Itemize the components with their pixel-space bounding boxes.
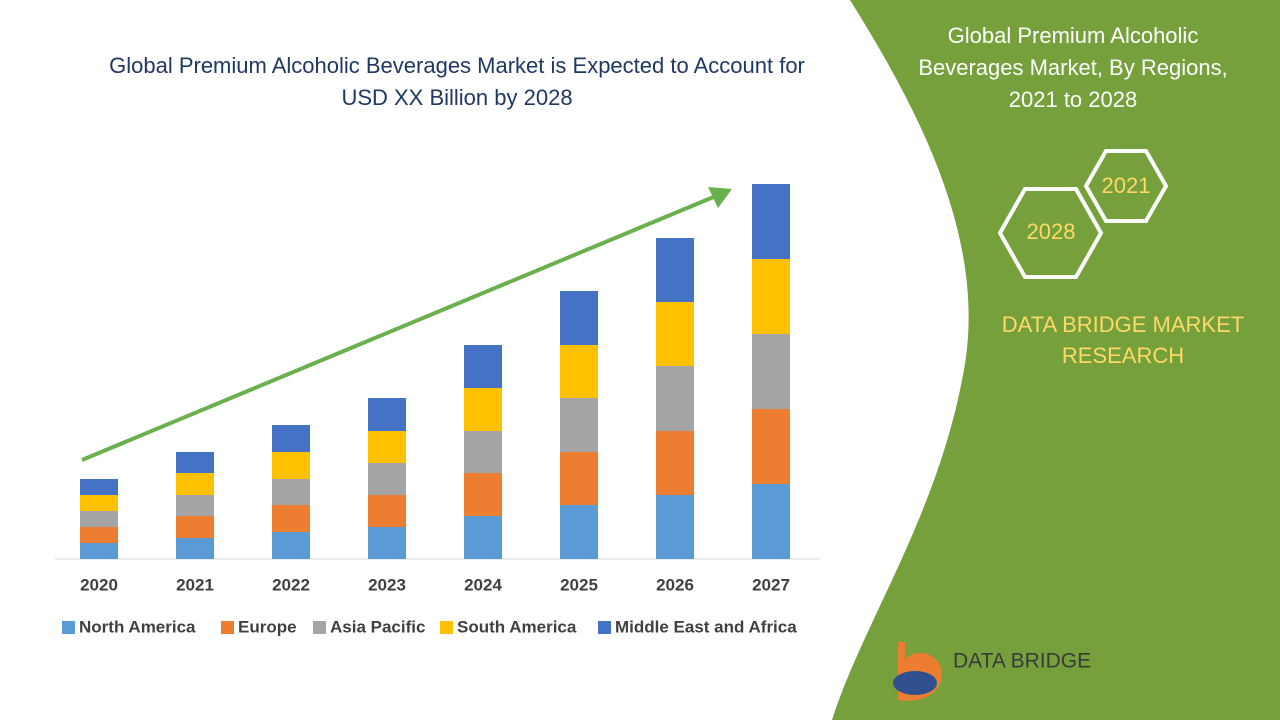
- bar-segment: [752, 409, 790, 484]
- legend-swatch: [598, 621, 611, 634]
- chart-title: USD XX Billion by 2028: [341, 85, 572, 110]
- bar-segment: [752, 184, 790, 259]
- bar-segment: [464, 345, 502, 388]
- x-tick-label: 2022: [272, 575, 310, 594]
- chart-title: Global Premium Alcoholic Beverages Marke…: [109, 53, 805, 78]
- bar-segment: [656, 366, 694, 431]
- bar-segment: [656, 495, 694, 559]
- bar-segment: [176, 516, 214, 538]
- bar-segment: [176, 495, 214, 516]
- bar-segment: [368, 527, 406, 559]
- bar-segment: [80, 527, 118, 543]
- legend-label: North America: [79, 617, 196, 636]
- hexagon: [997, 187, 1104, 279]
- bar-segment: [368, 431, 406, 463]
- x-tick-label: 2020: [80, 575, 118, 594]
- bar-segment: [464, 516, 502, 559]
- legend-swatch: [221, 621, 234, 634]
- x-tick-label: 2021: [176, 575, 214, 594]
- bar-segment: [560, 291, 598, 345]
- bar-segment: [272, 505, 310, 532]
- x-tick-label: 2025: [560, 575, 598, 594]
- legend-label: Middle East and Africa: [615, 617, 797, 636]
- panel-title: Beverages Market, By Regions,: [918, 55, 1227, 80]
- bar-segment: [176, 473, 214, 495]
- bar-segment: [464, 388, 502, 431]
- hexagon-label: 2028: [1027, 219, 1076, 244]
- bar-segment: [80, 479, 118, 495]
- bar-segment: [464, 473, 502, 516]
- bar-segment: [560, 398, 598, 452]
- hexagon-label: 2021: [1102, 173, 1151, 198]
- bar-segment: [752, 484, 790, 559]
- x-tick-label: 2023: [368, 575, 406, 594]
- bar-segment: [272, 479, 310, 505]
- logo-text: DATA BRIDGE: [953, 650, 1091, 673]
- legend-label: Asia Pacific: [330, 617, 425, 636]
- logo-mark: [893, 671, 937, 695]
- bar-segment: [272, 425, 310, 452]
- bar-segment: [560, 452, 598, 505]
- x-tick-label: 2027: [752, 575, 790, 594]
- bar-segment: [80, 511, 118, 527]
- legend-label: Europe: [238, 617, 297, 636]
- legend-swatch: [62, 621, 75, 634]
- panel-title: Global Premium Alcoholic: [948, 23, 1199, 48]
- trend-arrowhead: [708, 187, 732, 208]
- bar-segment: [272, 532, 310, 559]
- bar-segment: [80, 495, 118, 511]
- bar-segment: [176, 538, 214, 559]
- bar-segment: [560, 505, 598, 559]
- bar-segment: [752, 334, 790, 409]
- bar-segment: [464, 431, 502, 473]
- bar-segment: [752, 259, 790, 334]
- side-panel-bg: [832, 0, 1280, 720]
- x-tick-label: 2024: [464, 575, 502, 594]
- bar-segment: [368, 398, 406, 431]
- bar-segment: [272, 452, 310, 479]
- bar-segment: [176, 452, 214, 473]
- bar-segment: [560, 345, 598, 398]
- hexagon: [1083, 149, 1169, 223]
- legend-swatch: [440, 621, 453, 634]
- bar-segment: [80, 543, 118, 559]
- trend-arrow: [81, 194, 717, 462]
- brand-text: DATA BRIDGE MARKET: [1002, 312, 1244, 337]
- bar-segment: [656, 238, 694, 302]
- panel-title: 2021 to 2028: [1009, 87, 1137, 112]
- bar-segment: [656, 431, 694, 495]
- x-tick-label: 2026: [656, 575, 694, 594]
- bar-segment: [368, 495, 406, 527]
- bar-segment: [368, 463, 406, 495]
- bar-segment: [656, 302, 694, 366]
- brand-text: RESEARCH: [1062, 343, 1184, 368]
- legend-label: South America: [457, 617, 577, 636]
- legend-swatch: [313, 621, 326, 634]
